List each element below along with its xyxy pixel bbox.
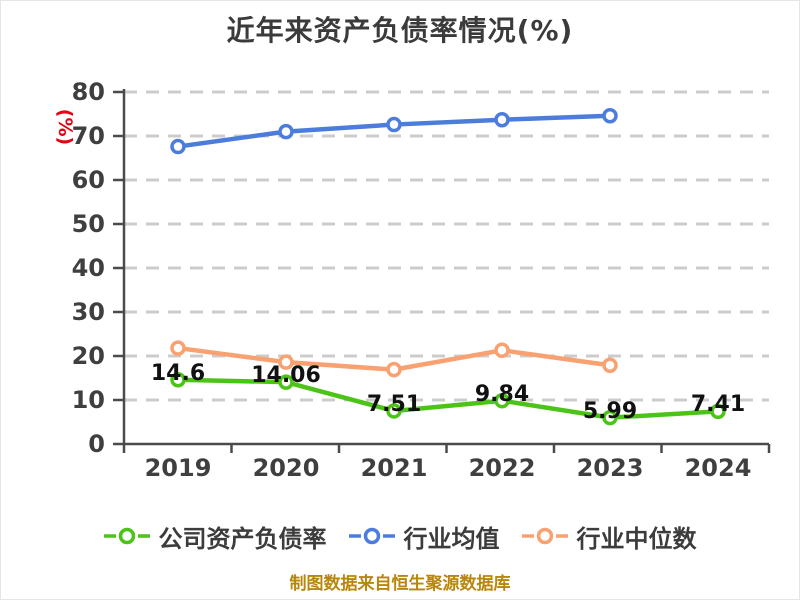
- y-tick-label-40: 40: [71, 254, 105, 282]
- y-tick-label-20: 20: [71, 342, 105, 370]
- legend: 公司资产负债率 行业均值 行业中位数: [1, 516, 799, 556]
- series-0-point: [710, 403, 726, 420]
- x-tick-label-2022: 2022: [468, 454, 536, 482]
- data-label-2023: 5.99: [582, 398, 638, 424]
- y-tick-label-50: 50: [71, 210, 105, 238]
- x-tick-label-2020: 2020: [252, 454, 320, 482]
- legend-marker-company-ratio: [103, 527, 150, 545]
- x-tick-label-2021: 2021: [360, 454, 428, 482]
- legend-label-industry-mean: 行业均值: [403, 524, 500, 553]
- data-source-caption: 制图数据来自恒生聚源数据库: [289, 574, 511, 594]
- series-2-point: [386, 361, 402, 378]
- data-label-2024: 7.41: [690, 392, 746, 418]
- y-tick-label-30: 30: [71, 298, 105, 326]
- legend-item-industry-median[interactable]: 行业中位数: [521, 519, 697, 554]
- series-2-point: [170, 340, 186, 356]
- series-1-point: [602, 108, 618, 124]
- data-label-2021: 7.51: [366, 391, 422, 417]
- legend-marker-industry-median: [521, 527, 568, 545]
- y-tick-label-80: 80: [71, 78, 105, 106]
- legend-item-company-ratio[interactable]: 公司资产负债率: [103, 519, 327, 554]
- series-0-point: [602, 409, 618, 426]
- legend-label-company-ratio: 公司资产负债率: [158, 524, 327, 553]
- legend-item-industry-mean[interactable]: 行业均值: [348, 519, 500, 554]
- legend-marker-industry-mean: [348, 527, 395, 545]
- chart-title: 近年来资产负债率情况(%): [226, 14, 574, 47]
- series-0-point: [170, 372, 186, 388]
- x-tick-label-2024: 2024: [684, 454, 752, 482]
- series-2-point: [494, 342, 510, 359]
- series-1-point: [494, 111, 510, 128]
- series-line-0: [175, 377, 721, 420]
- data-label-2020: 14.06: [251, 363, 321, 389]
- y-tick-label-60: 60: [71, 166, 105, 194]
- series-1-point: [278, 123, 294, 140]
- series-1-point: [170, 138, 186, 155]
- y-tick-label-0: 0: [88, 430, 105, 458]
- series-0-point: [278, 374, 294, 390]
- series-1-point: [386, 116, 402, 133]
- series-2-point: [602, 357, 618, 373]
- series-2-point: [278, 354, 294, 370]
- x-tick-label-2019: 2019: [144, 454, 212, 482]
- data-label-2019: 14.6: [150, 360, 206, 386]
- series-0-point: [494, 392, 510, 409]
- y-tick-label-70: 70: [71, 122, 105, 150]
- legend-label-industry-median: 行业中位数: [576, 524, 697, 553]
- data-label-2022: 9.84: [474, 381, 530, 407]
- x-tick-label-2023: 2023: [576, 454, 644, 482]
- series-0-point: [386, 403, 402, 419]
- y-tick-label-10: 10: [71, 386, 105, 414]
